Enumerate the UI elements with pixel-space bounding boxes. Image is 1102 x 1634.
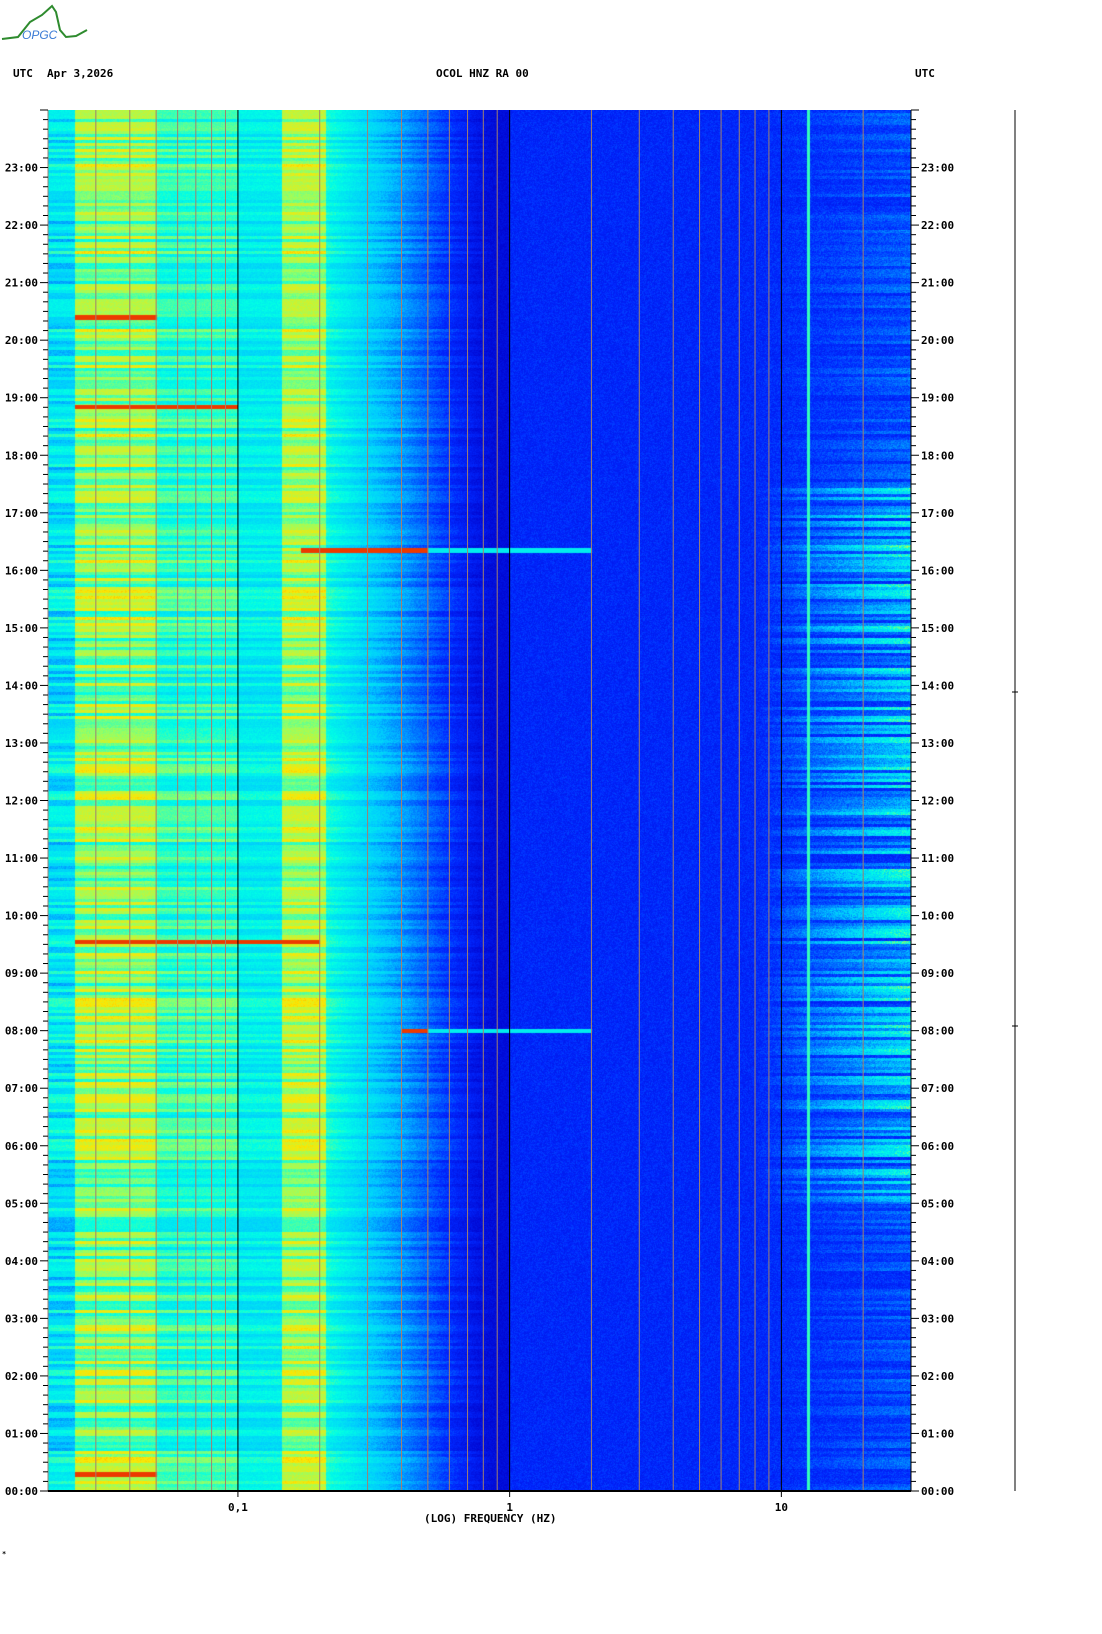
left-time-label: 20:00: [5, 334, 38, 347]
left-time-label: 03:00: [5, 1312, 38, 1325]
left-time-label: 19:00: [5, 392, 38, 405]
right-time-label: 20:00: [921, 334, 954, 347]
left-timezone-label: UTC: [13, 67, 33, 80]
left-time-label: 18:00: [5, 449, 38, 462]
svg-text:OPGC: OPGC: [22, 28, 58, 42]
x-tick-label: 0,1: [228, 1501, 248, 1514]
right-time-label: 14:00: [921, 679, 954, 692]
right-time-label: 02:00: [921, 1370, 954, 1383]
station-title: OCOL HNZ RA 00: [436, 67, 529, 80]
left-time-label: 07:00: [5, 1082, 38, 1095]
right-timezone-label: UTC: [915, 67, 935, 80]
right-time-label: 22:00: [921, 219, 954, 232]
left-time-label: 22:00: [5, 219, 38, 232]
right-time-label: 08:00: [921, 1025, 954, 1038]
right-time-label: 17:00: [921, 507, 954, 520]
right-time-label: 00:00: [921, 1485, 954, 1498]
right-time-label: 07:00: [921, 1082, 954, 1095]
left-time-label: 16:00: [5, 564, 38, 577]
left-time-label: 06:00: [5, 1140, 38, 1153]
left-time-label: 09:00: [5, 967, 38, 980]
right-time-label: 09:00: [921, 967, 954, 980]
right-time-label: 16:00: [921, 564, 954, 577]
right-time-label: 18:00: [921, 449, 954, 462]
left-time-label: 05:00: [5, 1197, 38, 1210]
left-time-label: 10:00: [5, 910, 38, 923]
left-time-label: 21:00: [5, 277, 38, 290]
right-time-label: 21:00: [921, 277, 954, 290]
opgc-logo: OPGC: [1, 4, 88, 42]
right-time-label: 15:00: [921, 622, 954, 635]
left-time-label: 00:00: [5, 1485, 38, 1498]
left-time-label: 14:00: [5, 679, 38, 692]
right-time-label: 23:00: [921, 162, 954, 175]
left-time-label: 13:00: [5, 737, 38, 750]
footer-mark: *: [2, 1550, 7, 1558]
left-time-label: 12:00: [5, 795, 38, 808]
left-time-label: 08:00: [5, 1025, 38, 1038]
right-time-label: 01:00: [921, 1427, 954, 1440]
right-time-label: 19:00: [921, 392, 954, 405]
right-time-label: 04:00: [921, 1255, 954, 1268]
left-time-label: 17:00: [5, 507, 38, 520]
left-time-label: 01:00: [5, 1427, 38, 1440]
right-time-label: 10:00: [921, 910, 954, 923]
left-time-label: 23:00: [5, 162, 38, 175]
right-time-label: 11:00: [921, 852, 954, 865]
left-time-label: 02:00: [5, 1370, 38, 1383]
x-tick-label: 10: [775, 1501, 788, 1514]
right-time-label: 06:00: [921, 1140, 954, 1153]
right-time-label: 05:00: [921, 1197, 954, 1210]
x-axis-label: (LOG) FREQUENCY (HZ): [424, 1512, 557, 1525]
right-time-label: 03:00: [921, 1312, 954, 1325]
left-time-label: 11:00: [5, 852, 38, 865]
right-time-label: 12:00: [921, 795, 954, 808]
spectrogram-heatmap: [48, 110, 911, 1491]
left-time-label: 15:00: [5, 622, 38, 635]
right-time-label: 13:00: [921, 737, 954, 750]
left-time-label: 04:00: [5, 1255, 38, 1268]
date-label: Apr 3,2026: [47, 67, 114, 80]
x-tick-label: 1: [506, 1501, 513, 1514]
